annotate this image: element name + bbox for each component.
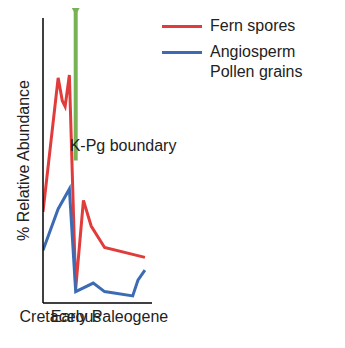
svg-text:Early Paleogene: Early Paleogene <box>51 308 169 325</box>
html-text:Angiosperm Pollen grains: Angiosperm Pollen grains <box>210 43 303 80</box>
html-text:Fern spores: Fern spores <box>210 17 296 34</box>
svg-text:K-Pg boundary: K-Pg boundary <box>70 137 177 154</box>
svg-text:% Relative Abundance: % Relative Abundance <box>15 80 32 241</box>
